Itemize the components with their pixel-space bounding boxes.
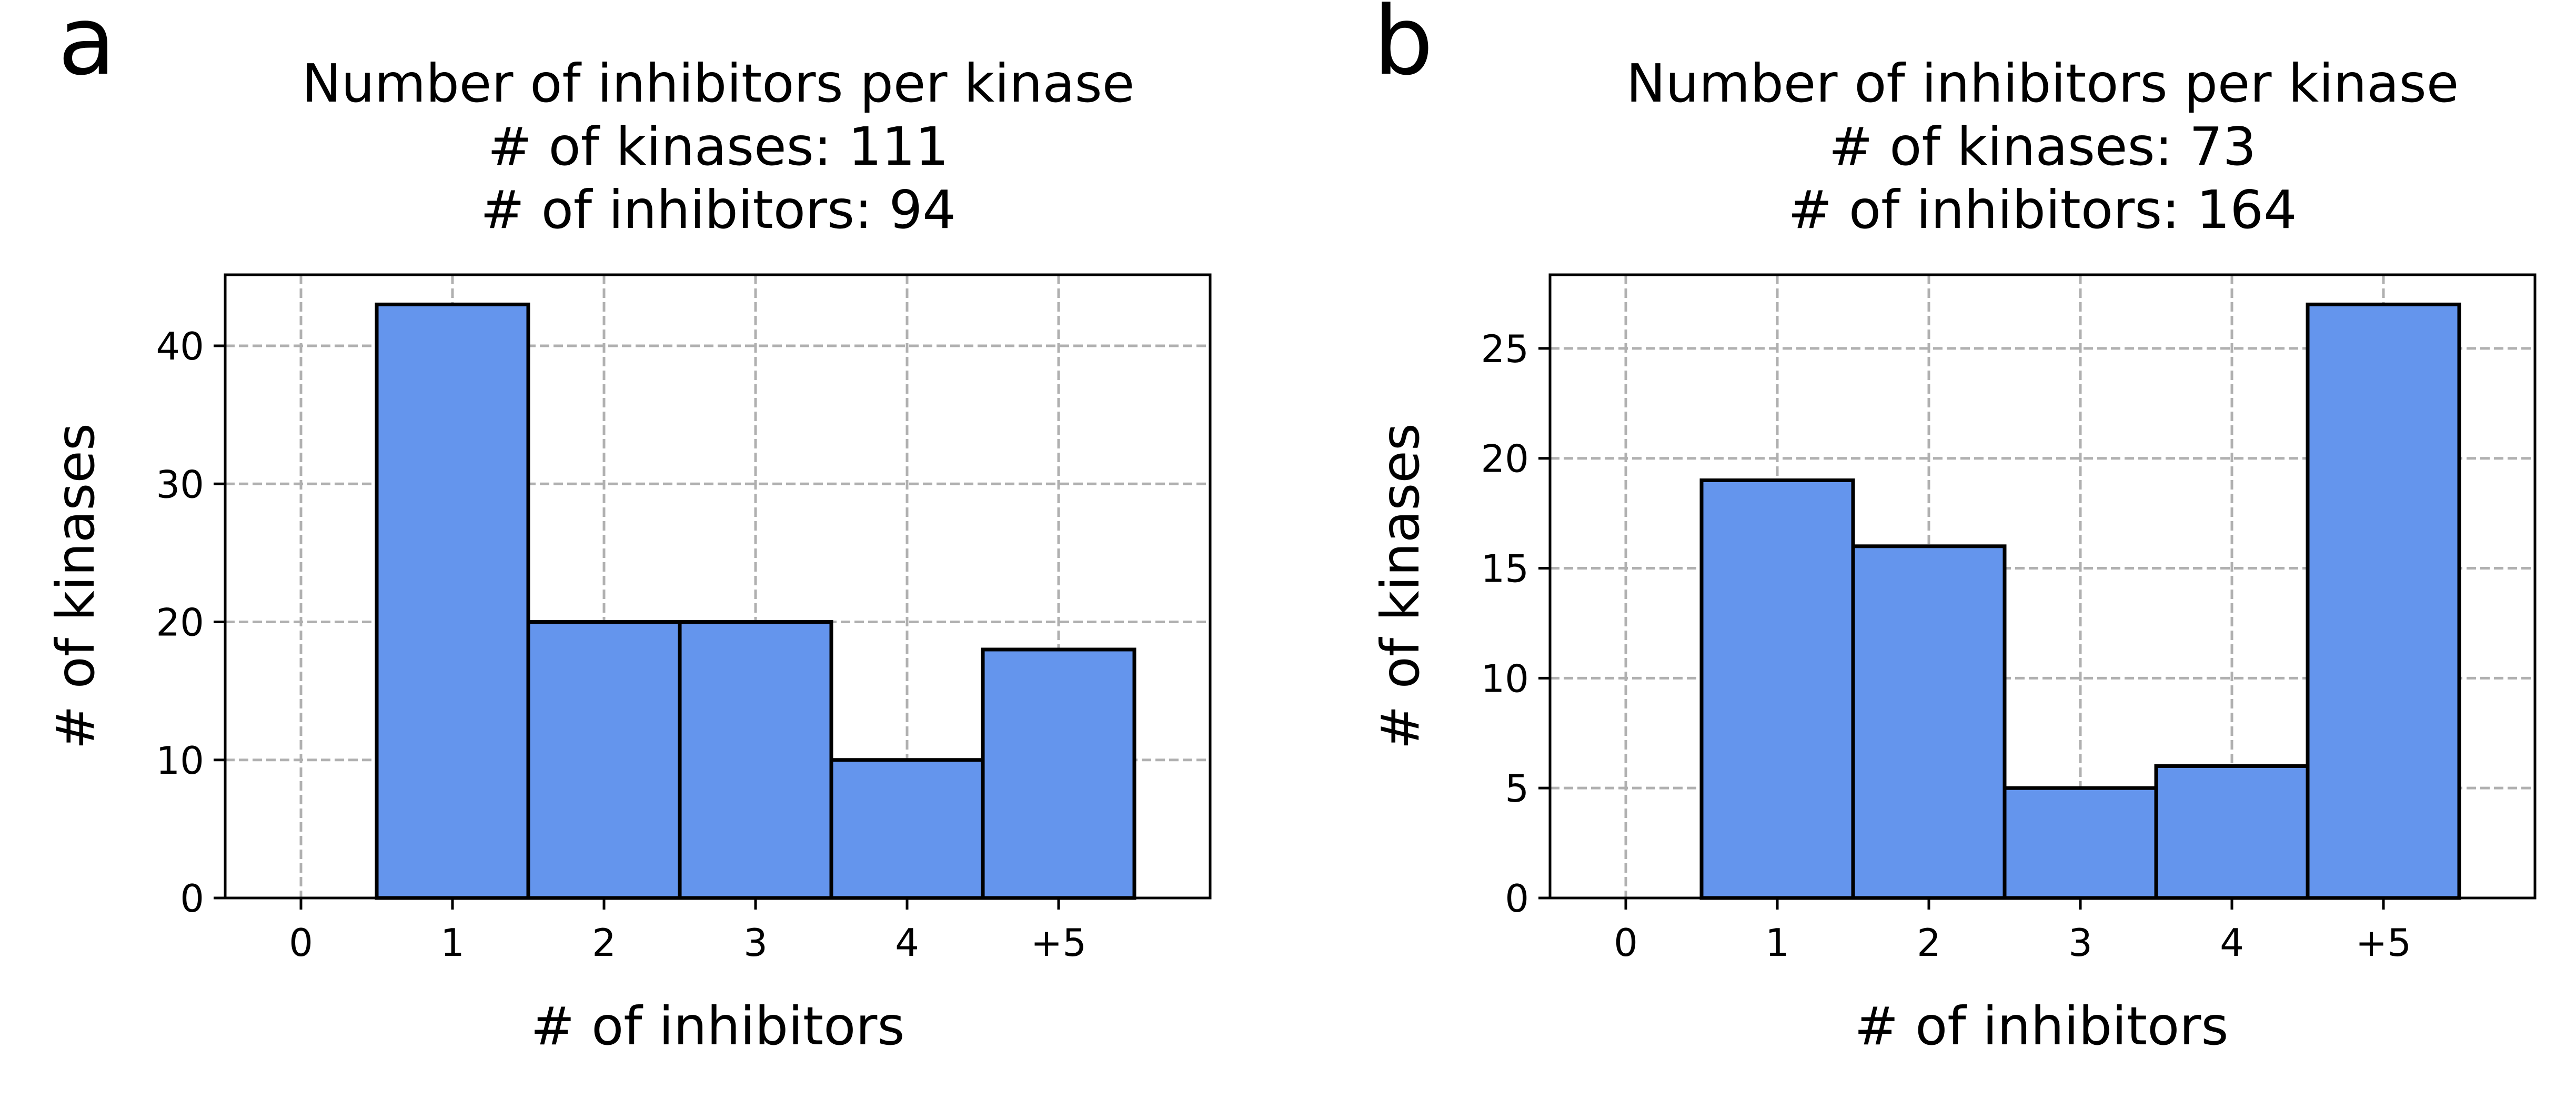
y-axis-label-a: # of kinases (45, 423, 106, 750)
y-axis-label-b: # of kinases (1370, 423, 1431, 750)
bar-b-2 (1851, 544, 2007, 900)
x-tick-label-b-1: 1 (1765, 921, 1789, 965)
y-tick-label-a-0: 0 (180, 876, 204, 921)
y-tick-label-b-3: 15 (1481, 547, 1529, 591)
y-tick-label-b-1: 5 (1505, 766, 1529, 811)
y-axis-ticks-a: 0 10 20 30 40 (156, 324, 225, 921)
x-tick-label-a-1: 1 (440, 921, 465, 965)
panel-letter-b: b (1373, 0, 1433, 96)
plot-frame-b (1548, 273, 2537, 900)
y-tick-label-b-4: 20 (1481, 437, 1529, 481)
y-axis-ticks-b: 0 5 10 15 20 25 (1481, 327, 1550, 921)
x-tick-label-a-5: +5 (1031, 921, 1086, 965)
chart-subtitle-b-inhibitors: # of inhibitors: 164 (1788, 179, 2297, 241)
bar-a-3 (678, 620, 833, 900)
bar-b-4 (2154, 764, 2310, 900)
chart-subtitle-a-inhibitors: # of inhibitors: 94 (480, 179, 956, 241)
x-axis-label-a: # of inhibitors (531, 995, 905, 1057)
plot-frame-a (224, 273, 1212, 900)
y-tick-label-a-1: 10 (156, 738, 204, 783)
x-tick-label-a-4: 4 (895, 921, 919, 965)
chart-panel-a: a Number of inhibitors per kinase # of k… (45, 0, 1212, 1057)
bar-b-plus5 (2306, 302, 2461, 900)
y-tick-label-b-5: 25 (1481, 327, 1529, 371)
x-axis-ticks-b: 0 1 2 3 4 +5 (1614, 898, 2411, 965)
x-tick-label-b-0: 0 (1614, 921, 1638, 965)
x-tick-label-a-0: 0 (289, 921, 313, 965)
x-tick-label-b-5: +5 (2356, 921, 2411, 965)
bar-b-1 (1699, 478, 1855, 900)
panel-letter-a: a (58, 0, 116, 96)
x-tick-label-a-3: 3 (743, 921, 768, 965)
y-tick-label-a-3: 30 (156, 462, 204, 506)
bar-a-2 (526, 620, 682, 900)
bar-b-3 (2003, 786, 2158, 900)
bar-a-4 (829, 758, 985, 900)
y-tick-label-b-0: 0 (1505, 876, 1529, 921)
chart-panel-b: b Number of inhibitors per kinase # of k… (1370, 0, 2537, 1057)
x-axis-ticks-a: 0 1 2 3 4 +5 (289, 898, 1086, 965)
chart-subtitle-a-kinases: # of kinases: 111 (488, 116, 949, 177)
x-axis-label-b: # of inhibitors (1855, 995, 2229, 1057)
y-tick-label-a-2: 20 (156, 601, 204, 645)
y-tick-label-a-4: 40 (156, 324, 204, 368)
y-tick-label-b-2: 10 (1481, 656, 1529, 701)
chart-title-a: Number of inhibitors per kinase (302, 53, 1135, 114)
x-tick-label-a-2: 2 (592, 921, 616, 965)
x-tick-label-b-2: 2 (1917, 921, 1941, 965)
x-tick-label-b-4: 4 (2220, 921, 2244, 965)
bar-a-plus5 (981, 647, 1136, 900)
x-tick-label-b-3: 3 (2068, 921, 2092, 965)
bar-a-1 (375, 302, 530, 900)
chart-subtitle-b-kinases: # of kinases: 73 (1829, 116, 2257, 177)
bars-b (1699, 302, 2461, 900)
chart-title-b: Number of inhibitors per kinase (1626, 53, 2459, 114)
